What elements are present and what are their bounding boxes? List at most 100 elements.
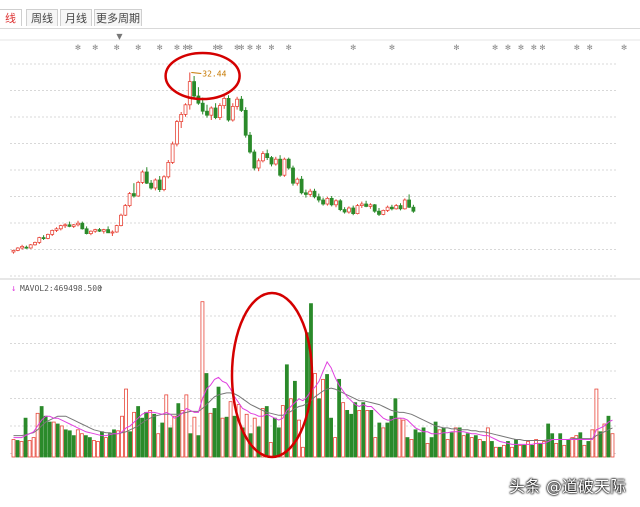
candle-body xyxy=(260,153,265,162)
candle xyxy=(291,165,295,186)
tab-monthly[interactable]: 月线 xyxy=(60,9,92,26)
asterisk-icon: ✻ xyxy=(239,43,245,53)
volume-bar xyxy=(204,373,209,458)
asterisk-icon: ✻ xyxy=(92,43,98,53)
candle xyxy=(174,120,179,147)
volume-bar xyxy=(132,411,137,458)
volume-bar xyxy=(405,437,410,458)
volume-bar xyxy=(453,427,458,458)
asterisk-icon: ✻ xyxy=(234,43,240,53)
volume-bar xyxy=(570,437,575,458)
volume-bar xyxy=(558,433,563,458)
volume-bar xyxy=(437,429,442,458)
candle-body xyxy=(325,197,330,205)
volume-bar xyxy=(112,429,116,458)
candle xyxy=(243,107,248,138)
candle-body xyxy=(84,228,89,235)
candle-body xyxy=(67,224,72,227)
volume-bar xyxy=(176,403,181,458)
candle xyxy=(239,96,244,112)
asterisk-icon: ✻ xyxy=(574,43,580,53)
asterisk-icon: ✻ xyxy=(256,43,262,53)
candle xyxy=(282,157,287,177)
candle xyxy=(123,204,128,216)
volume-bar xyxy=(67,430,72,458)
volume-indicator-label: MAVOL2:469498.500 xyxy=(20,284,102,293)
asterisk-icon: ✻ xyxy=(540,43,546,53)
candle xyxy=(394,204,399,210)
candle xyxy=(368,203,373,209)
candle-body xyxy=(230,106,235,121)
asterisk-icon: ✻ xyxy=(135,43,141,53)
volume-bar xyxy=(377,422,382,458)
volume-bar xyxy=(228,401,233,458)
volume-bar xyxy=(554,443,559,458)
candle-body xyxy=(93,229,98,232)
candle-body xyxy=(217,105,222,118)
candle xyxy=(299,176,304,195)
candle xyxy=(334,199,338,208)
candle-body xyxy=(338,200,343,211)
candle xyxy=(213,103,218,120)
volume-bar xyxy=(168,427,173,458)
volume-bar xyxy=(272,417,277,458)
candle xyxy=(235,96,240,110)
tab-weekly[interactable]: 周线 xyxy=(26,9,58,26)
candle xyxy=(80,221,85,230)
watermark: 头条 @道破天际 xyxy=(509,473,626,497)
candle xyxy=(149,180,154,190)
candlestick-chart[interactable]: ✻ ✻ ✻ ✻ ✻ ✻ ✻✻ ✻✻ ✻✻ ✻ ✻ ✻ ✻ ✻ ✻ ✻ ✻ ✻ ✻ ✻ ✻ ✻ ✻ ✻32.44 xyxy=(0,0,640,280)
volume-bar xyxy=(200,301,205,458)
candle-body xyxy=(321,199,326,205)
candle xyxy=(196,87,201,105)
candle xyxy=(54,227,59,232)
candle xyxy=(114,224,119,233)
tab-more-periods[interactable]: 更多周期 ▼ xyxy=(94,9,142,41)
candle xyxy=(325,196,330,206)
candle-body xyxy=(248,134,252,153)
volume-bar xyxy=(413,429,418,458)
asterisk-icon: ✻ xyxy=(183,43,189,53)
candle-body xyxy=(97,229,102,232)
candle xyxy=(67,221,72,228)
volume-bar xyxy=(397,417,402,458)
candle-body xyxy=(114,225,119,233)
candle-body xyxy=(140,171,145,183)
volume-bar xyxy=(333,437,338,458)
period-tab-bar: 线 周线 月线 更多周期 ▼ xyxy=(0,8,640,41)
volume-bar xyxy=(461,435,466,458)
volume-bar xyxy=(47,421,52,458)
candle-body xyxy=(334,200,338,206)
tab-daily[interactable]: 线 xyxy=(0,9,22,26)
candle xyxy=(110,230,115,236)
volume-bar xyxy=(256,426,261,458)
candle xyxy=(183,103,188,117)
candle xyxy=(389,204,394,211)
candle-body xyxy=(101,229,106,232)
candle-body xyxy=(136,181,141,197)
candle-body xyxy=(76,222,80,226)
volume-bar xyxy=(23,417,28,458)
candle-body xyxy=(187,81,192,106)
volume-bar xyxy=(31,437,36,458)
candle xyxy=(346,206,351,214)
volume-chart[interactable]: ↓ MAVOL2:469498.500↑ xyxy=(0,280,640,507)
candle xyxy=(411,204,416,213)
candle xyxy=(286,157,291,170)
volume-bar xyxy=(465,433,470,458)
volume-bar xyxy=(457,427,462,458)
candle-body xyxy=(226,98,231,121)
candle-body xyxy=(265,153,270,159)
volume-bar xyxy=(389,415,394,458)
volume-bar xyxy=(522,444,526,458)
candle xyxy=(84,226,89,235)
candle-body xyxy=(377,210,381,215)
volume-bar xyxy=(514,439,518,458)
volume-bar xyxy=(606,415,611,458)
candle-body xyxy=(303,192,308,195)
candle-body xyxy=(123,205,128,216)
volume-bar xyxy=(152,413,157,458)
volume-bar xyxy=(71,435,76,458)
candle xyxy=(162,175,166,192)
volume-bar xyxy=(469,437,474,458)
